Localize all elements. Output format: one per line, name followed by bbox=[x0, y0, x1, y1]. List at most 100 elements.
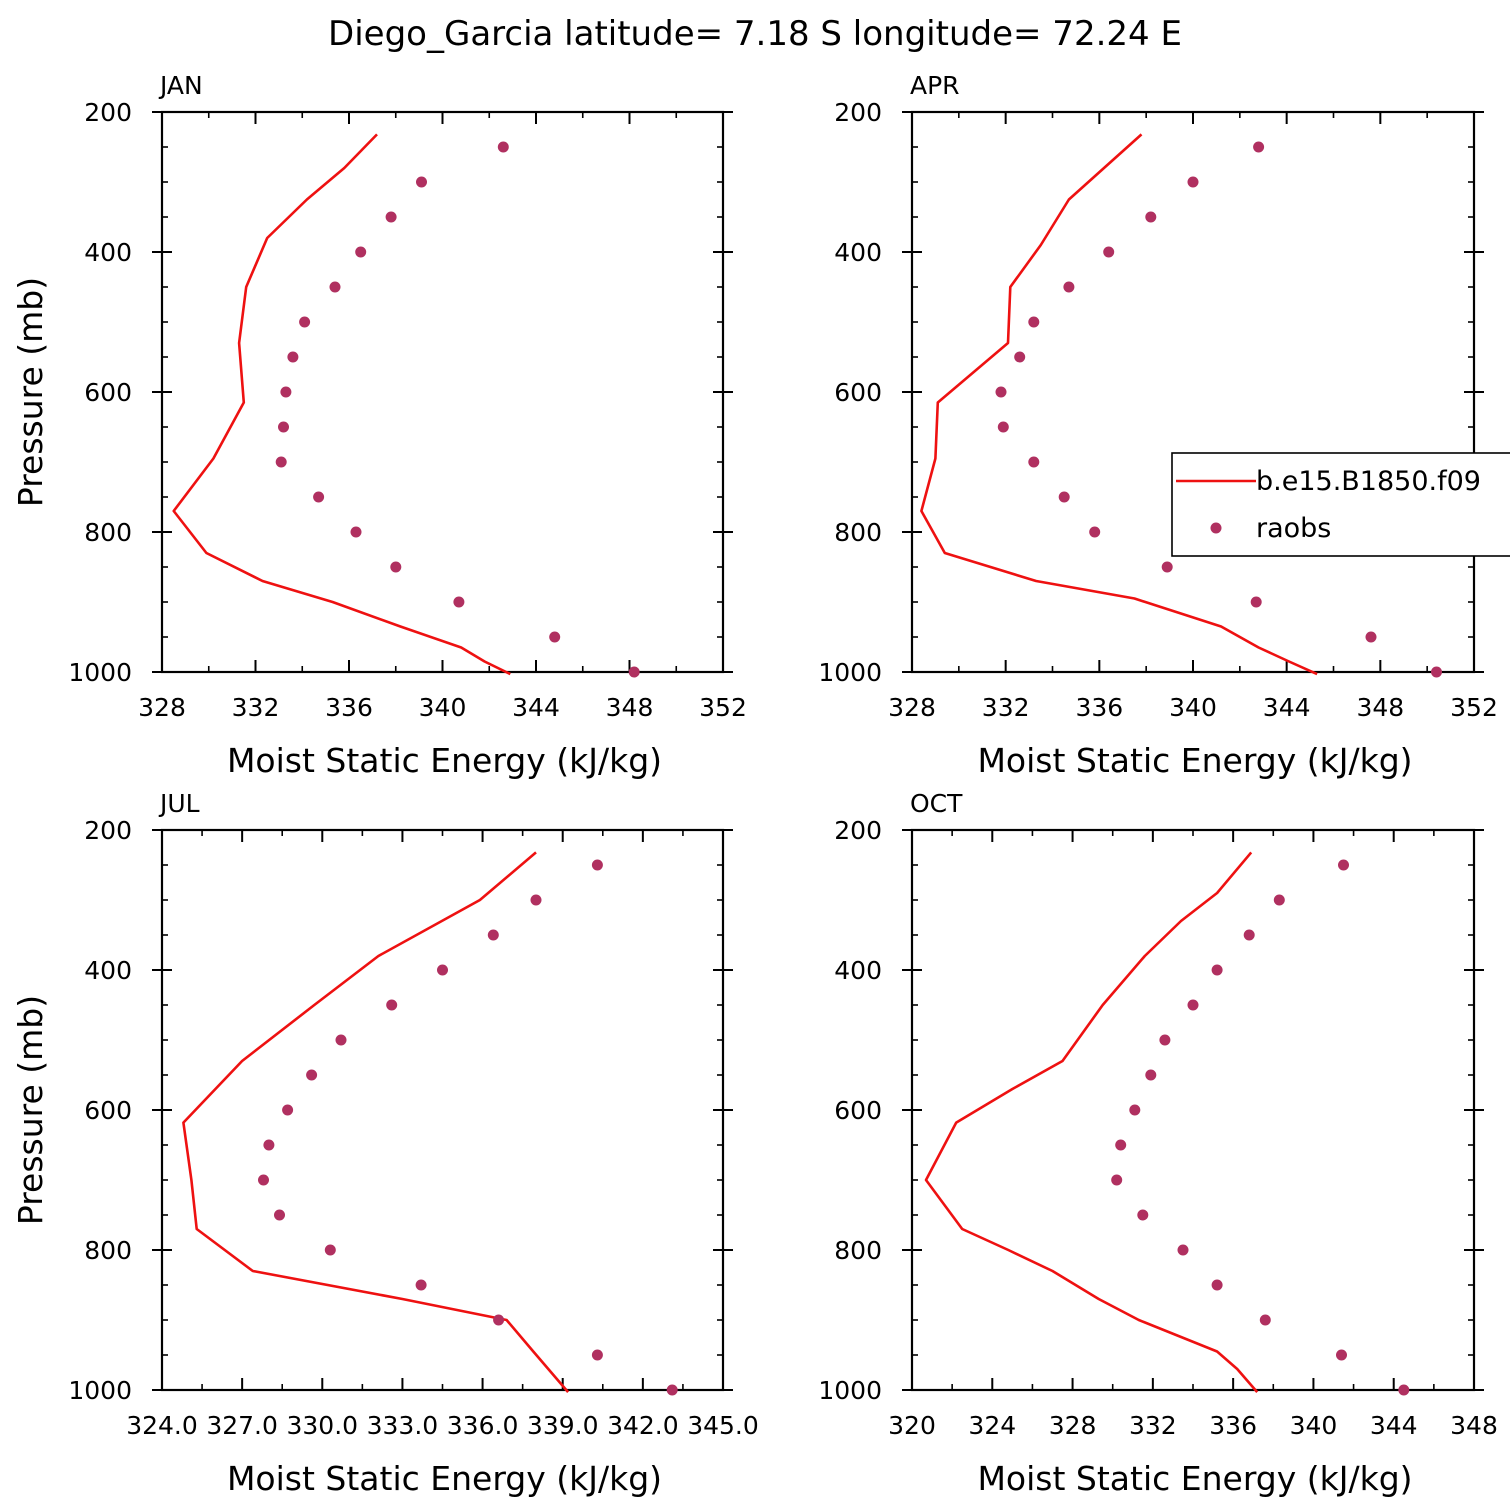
x-tick-label: 333.0 bbox=[367, 1411, 439, 1440]
raobs-point bbox=[493, 1314, 505, 1326]
raobs-point bbox=[591, 1349, 603, 1361]
raobs-point bbox=[306, 1069, 318, 1081]
x-tick-label: 344 bbox=[1370, 1411, 1418, 1440]
x-tick-label: 340 bbox=[1290, 1411, 1338, 1440]
raobs-point bbox=[1145, 211, 1157, 223]
panel-apr: 328 332 336 340 344 348 352 200 400 600 800 1000 APR… bbox=[818, 71, 1510, 780]
model-series-line bbox=[920, 133, 1318, 676]
raobs-point bbox=[1014, 351, 1026, 363]
plot-frame bbox=[910, 828, 1476, 1392]
x-tick-label: 320 bbox=[888, 1411, 936, 1440]
model-series-line bbox=[924, 851, 1259, 1393]
raobs-point bbox=[1028, 316, 1040, 328]
panels: 328 332 336 340 344 348 352 200 400 600 800 1000 JAN… bbox=[11, 71, 1510, 1498]
raobs-point bbox=[1177, 1244, 1189, 1256]
raobs-point bbox=[313, 491, 325, 503]
raobs-point bbox=[274, 1209, 285, 1221]
raobs-point bbox=[530, 894, 542, 906]
x-tick-label: 336 bbox=[1075, 693, 1123, 722]
raobs-point bbox=[258, 1174, 269, 1186]
raobs-point bbox=[335, 1034, 347, 1046]
raobs-point bbox=[1253, 141, 1265, 153]
y-tick-label: 1000 bbox=[818, 658, 882, 687]
raobs-point bbox=[995, 386, 1007, 398]
y-tick-label: 800 bbox=[834, 518, 882, 547]
raobs-point bbox=[1115, 1139, 1127, 1151]
x-tick-label: 340 bbox=[419, 693, 467, 722]
x-tick-label: 348 bbox=[606, 693, 654, 722]
y-tick-label: 400 bbox=[834, 238, 882, 267]
raobs-point bbox=[666, 1384, 678, 1396]
y-tick-label: 400 bbox=[84, 238, 132, 267]
raobs-point bbox=[1273, 894, 1285, 906]
x-tick-label: 352 bbox=[1450, 693, 1498, 722]
raobs-point bbox=[1398, 1384, 1410, 1396]
legend-box bbox=[1171, 452, 1510, 557]
raobs-point bbox=[1111, 1174, 1123, 1186]
raobs-point bbox=[355, 246, 367, 258]
plot-frame bbox=[160, 110, 725, 674]
y-tick-label: 200 bbox=[84, 816, 132, 845]
x-tick-label: 336 bbox=[325, 693, 373, 722]
x-tick-label: 332 bbox=[1129, 1411, 1177, 1440]
raobs-point bbox=[415, 1279, 427, 1291]
raobs-point bbox=[416, 176, 427, 188]
raobs-point bbox=[1250, 596, 1262, 608]
raobs-point bbox=[1365, 631, 1377, 643]
x-tick-label: 332 bbox=[232, 693, 280, 722]
raobs-point bbox=[287, 351, 299, 363]
raobs-point bbox=[1137, 1209, 1149, 1221]
legend-marker-swatch bbox=[1210, 522, 1222, 534]
y-axis-label: Pressure (mb) bbox=[11, 995, 50, 1225]
y-tick-label: 200 bbox=[834, 816, 882, 845]
raobs-point bbox=[1211, 964, 1223, 976]
raobs-point bbox=[453, 596, 465, 608]
raobs-point bbox=[324, 1244, 336, 1256]
x-tick-label: 328 bbox=[888, 693, 936, 722]
x-tick-label: 336 bbox=[1209, 1411, 1257, 1440]
raobs-point bbox=[591, 859, 603, 871]
x-tick-label: 344 bbox=[1263, 693, 1311, 722]
model-series-line bbox=[182, 851, 570, 1393]
panel-label: OCT bbox=[910, 789, 963, 818]
x-tick-label: 352 bbox=[699, 693, 747, 722]
panel-label: APR bbox=[910, 71, 960, 100]
x-axis-label: Moist Static Energy (kJ/kg) bbox=[227, 741, 662, 780]
model-series-line bbox=[172, 133, 511, 676]
raobs-point bbox=[1129, 1104, 1141, 1116]
raobs-point bbox=[329, 281, 341, 293]
raobs-point bbox=[1259, 1314, 1271, 1326]
raobs-point bbox=[385, 211, 397, 223]
y-tick-label: 1000 bbox=[68, 1376, 132, 1405]
y-tick-label: 800 bbox=[84, 518, 132, 547]
x-tick-label: 348 bbox=[1356, 693, 1404, 722]
x-tick-label: 342.0 bbox=[607, 1411, 679, 1440]
raobs-point bbox=[1187, 176, 1199, 188]
x-tick-label: 327.0 bbox=[206, 1411, 278, 1440]
x-tick-label: 344 bbox=[512, 693, 560, 722]
x-axis-label: Moist Static Energy (kJ/kg) bbox=[977, 1459, 1412, 1498]
raobs-point bbox=[386, 999, 398, 1011]
panel-label: JAN bbox=[158, 71, 203, 100]
y-tick-label: 1000 bbox=[818, 1376, 882, 1405]
x-axis-label: Moist Static Energy (kJ/kg) bbox=[227, 1459, 662, 1498]
x-tick-label: 324 bbox=[968, 1411, 1016, 1440]
y-tick-label: 800 bbox=[84, 1236, 132, 1265]
x-tick-label: 328 bbox=[1049, 1411, 1097, 1440]
raobs-point bbox=[350, 526, 362, 538]
raobs-point bbox=[1338, 859, 1349, 871]
raobs-point bbox=[437, 964, 448, 976]
raobs-point bbox=[1089, 526, 1101, 538]
y-tick-label: 400 bbox=[834, 956, 882, 985]
figure-title: Diego_Garcia latitude= 7.18 S longitude=… bbox=[328, 14, 1182, 54]
raobs-point bbox=[997, 421, 1009, 433]
x-tick-label: 328 bbox=[138, 693, 186, 722]
raobs-point bbox=[390, 561, 402, 573]
x-tick-label: 336.0 bbox=[447, 1411, 519, 1440]
raobs-point bbox=[1028, 456, 1040, 468]
raobs-point bbox=[487, 929, 499, 941]
x-tick-label: 324.0 bbox=[126, 1411, 198, 1440]
raobs-point bbox=[280, 386, 292, 398]
x-axis-label: Moist Static Energy (kJ/kg) bbox=[977, 741, 1412, 780]
